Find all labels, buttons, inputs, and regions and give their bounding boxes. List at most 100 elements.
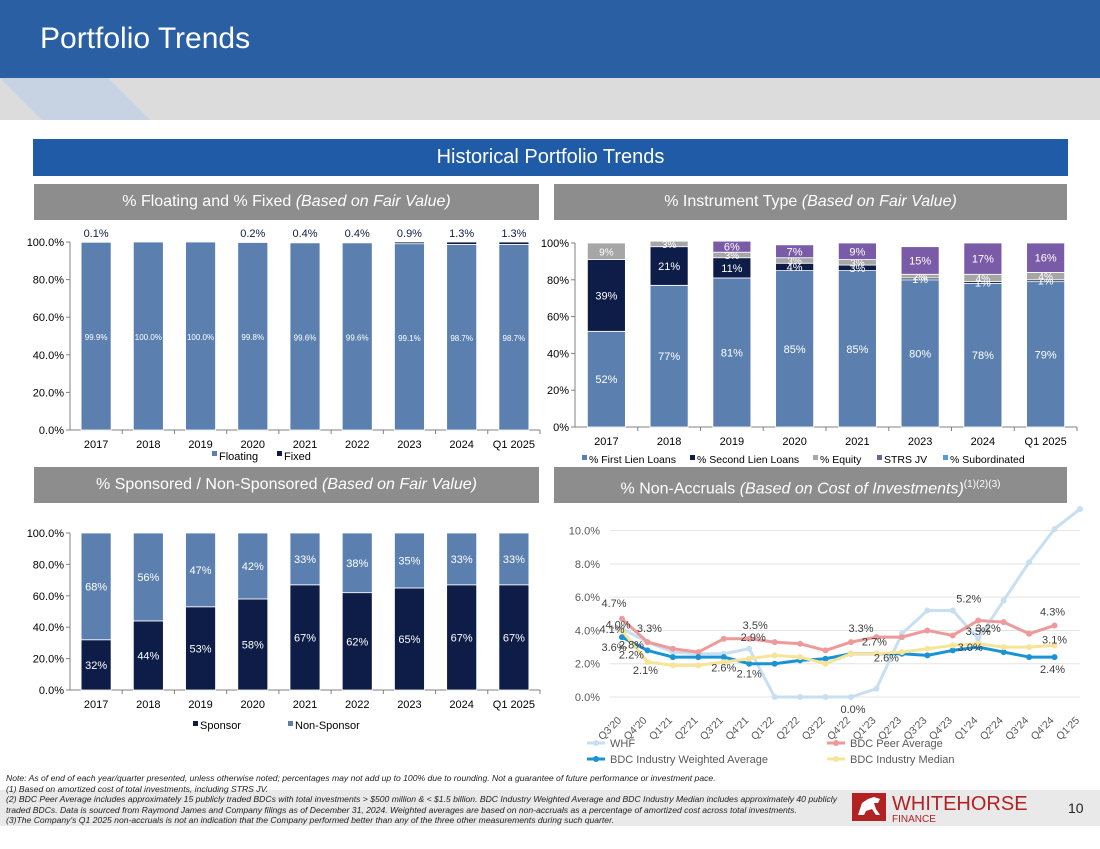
legend-nonaccruals-marker bbox=[833, 740, 839, 746]
nonaccruals-x-tick-label: Q3'24 bbox=[1003, 715, 1031, 743]
legend-instrument-swatch bbox=[813, 455, 818, 460]
sponsored-bar-sponsor bbox=[498, 584, 530, 691]
floating-data-label: 0.1% bbox=[84, 228, 109, 240]
nonaccruals-point bbox=[695, 662, 702, 669]
floating-bar-fixed bbox=[289, 241, 321, 244]
nonaccruals-point bbox=[848, 694, 854, 700]
nonaccruals-data-label: 2.2% bbox=[619, 649, 644, 661]
sponsored-data-label: 65% bbox=[398, 634, 420, 646]
nonaccruals-point bbox=[975, 617, 982, 624]
nonaccruals-data-label: 0.0% bbox=[840, 704, 865, 716]
floating-bar-floating bbox=[498, 244, 530, 431]
instrument-bar--first-lien-loans bbox=[712, 277, 752, 428]
section-instrument-text: % Instrument Type bbox=[664, 193, 802, 210]
nonaccruals-point bbox=[924, 607, 931, 614]
logo-sub-text: FINANCE bbox=[892, 814, 936, 825]
nonaccruals-point bbox=[771, 694, 778, 700]
sponsored-data-label: 56% bbox=[137, 572, 159, 584]
floating-bar-floating bbox=[80, 241, 112, 431]
floating-bar-fixed bbox=[341, 241, 373, 244]
section-nonaccruals-italic: (Based on Cost of Investments) bbox=[739, 480, 964, 498]
section-instrument-title: % Instrument Type (Based on Fair Value) bbox=[554, 184, 1067, 220]
nonaccruals-data-label: 3.3% bbox=[637, 623, 662, 635]
nonaccruals-point bbox=[644, 639, 651, 646]
nonaccruals-x-tick-label: Q4'21 bbox=[723, 715, 751, 743]
sponsored-x-tick-label: Q1 2025 bbox=[493, 699, 535, 711]
floating-bar-fixed bbox=[446, 241, 478, 245]
legend-instrument-label: % Equity bbox=[820, 454, 862, 466]
nonaccruals-point bbox=[1051, 622, 1058, 629]
instrument-data-label: 4% bbox=[976, 274, 991, 285]
instrument-data-label: 39% bbox=[595, 290, 617, 302]
nonaccruals-point bbox=[873, 685, 880, 692]
nonaccruals-point bbox=[949, 607, 956, 614]
nonaccruals-point bbox=[949, 647, 956, 654]
instrument-data-label: 9% bbox=[599, 247, 614, 258]
sponsored-data-label: 32% bbox=[85, 660, 107, 672]
instrument-data-label: 21% bbox=[658, 261, 680, 273]
nonaccruals-point bbox=[949, 632, 956, 639]
legend-sponsor-label: Sponsor bbox=[200, 720, 241, 732]
floating-x-tick-label: 2023 bbox=[397, 439, 421, 451]
nonaccruals-point bbox=[720, 654, 727, 661]
instrument-data-label: 81% bbox=[721, 347, 743, 359]
sponsored-y-tick-label: 20.0% bbox=[33, 654, 64, 666]
nonaccruals-point bbox=[822, 694, 829, 700]
nonaccruals-point bbox=[771, 639, 778, 646]
legend-instrument-swatch bbox=[943, 455, 948, 460]
floating-bar-floating bbox=[132, 241, 164, 431]
nonaccruals-data-label: 2.6% bbox=[711, 663, 736, 675]
nonaccruals-x-tick-label: Q3'21 bbox=[698, 715, 726, 743]
floating-fixed-chart: 0.0% 20.0% 40.0% 60.0% 80.0% 100.0% 2017 99.9% 0… bbox=[27, 228, 541, 463]
instrument-data-label: 3% bbox=[849, 263, 865, 275]
floating-x-tick-label: 2020 bbox=[241, 439, 265, 451]
floating-data-label: 99.9% bbox=[85, 333, 108, 342]
section-nonaccruals-title: % Non-Accruals (Based on Cost of Investm… bbox=[554, 467, 1067, 503]
floating-bar-fixed bbox=[498, 241, 530, 245]
nonaccruals-x-tick-label: Q1'25 bbox=[1054, 715, 1082, 743]
sponsored-data-label: 67% bbox=[451, 632, 473, 644]
legend-nonaccruals-marker bbox=[593, 740, 599, 746]
floating-data-label: 0.4% bbox=[292, 228, 317, 240]
sponsored-bar-non-sponsor bbox=[132, 532, 164, 622]
sponsored-data-label: 35% bbox=[398, 555, 420, 567]
instrument-bar-strs-jv bbox=[1026, 242, 1066, 273]
nonaccruals-point bbox=[822, 655, 829, 662]
nonaccruals-point bbox=[720, 659, 727, 666]
nonaccruals-x-tick-label: Q4'22 bbox=[825, 715, 853, 743]
nonaccruals-point bbox=[1026, 644, 1033, 651]
section-nonaccruals-text: % Non-Accruals bbox=[620, 480, 740, 498]
instrument-bar-strs-jv bbox=[712, 240, 752, 253]
legend-nonaccruals-marker bbox=[833, 756, 839, 762]
legend-instrument-label: STRS JV bbox=[884, 454, 927, 466]
legend-instrument-swatch bbox=[690, 455, 695, 460]
floating-bar-floating bbox=[289, 242, 321, 431]
instrument-bar--second-lien-loans bbox=[586, 259, 626, 332]
legend-nonaccruals-marker bbox=[593, 756, 599, 762]
sponsored-data-label: 44% bbox=[137, 650, 159, 662]
section-floating-title: % Floating and % Fixed (Based on Fair Va… bbox=[34, 184, 539, 220]
nonaccruals-point bbox=[1026, 630, 1033, 637]
nonaccruals-point bbox=[1026, 559, 1033, 566]
nonaccruals-point bbox=[1000, 649, 1007, 656]
instrument-y-tick-label: 40% bbox=[547, 348, 569, 360]
nonaccruals-y-tick-label: 6.0% bbox=[575, 592, 600, 604]
instrument-data-label: 16% bbox=[1035, 253, 1057, 265]
floating-data-label: 98.7% bbox=[503, 334, 526, 343]
nonaccruals-point bbox=[746, 655, 753, 662]
instrument-data-label: 6% bbox=[724, 242, 740, 254]
nonaccruals-line-bdc-industry-weighted-average bbox=[621, 635, 1055, 666]
floating-data-label: 0.2% bbox=[240, 228, 265, 240]
nonaccruals-point bbox=[695, 654, 702, 661]
nonaccruals-y-tick-label: 4.0% bbox=[575, 625, 600, 637]
nonaccruals-point bbox=[746, 660, 753, 667]
instrument-data-label: 11% bbox=[721, 263, 742, 275]
floating-y-tick-label: 100.0% bbox=[27, 237, 65, 249]
sponsored-y-tick-label: 100.0% bbox=[27, 528, 65, 540]
floating-data-label: 1.3% bbox=[501, 228, 526, 240]
nonaccruals-x-tick-label: Q1'24 bbox=[952, 715, 980, 743]
footnote-3: (3)The Company's Q1 2025 non-accruals is… bbox=[6, 815, 614, 826]
nonaccruals-point bbox=[644, 647, 651, 654]
nonaccruals-point bbox=[1000, 619, 1007, 626]
instrument-data-label: 3% bbox=[787, 256, 802, 267]
